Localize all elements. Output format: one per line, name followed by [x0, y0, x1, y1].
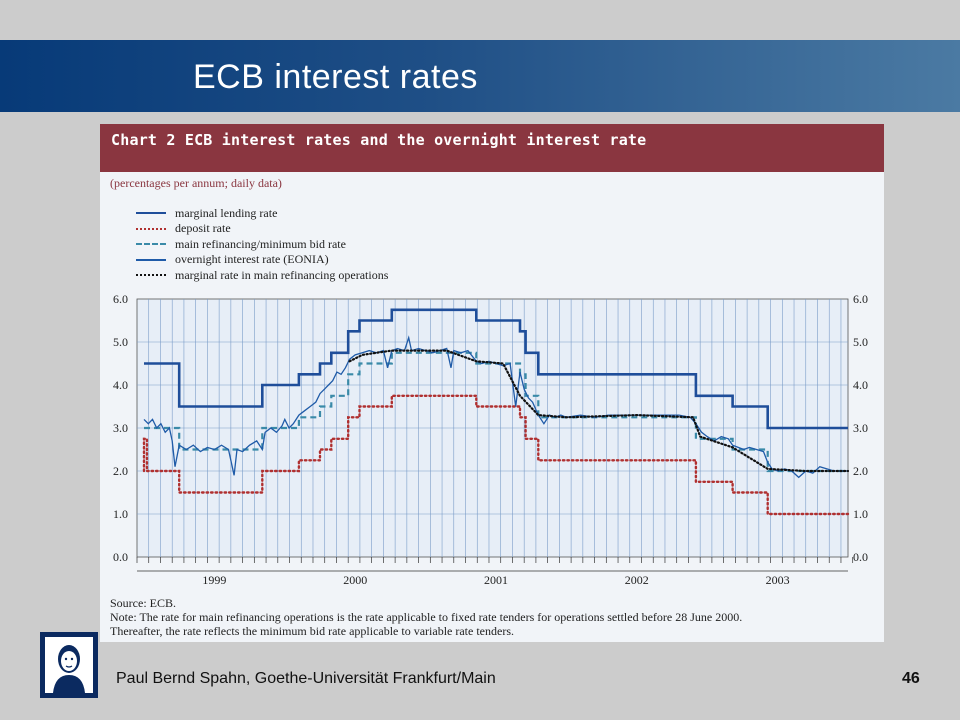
legend-swatch [136, 227, 166, 230]
y-tick-label-right: 1.0 [853, 507, 868, 521]
slide-title: ECB interest rates [193, 58, 478, 96]
y-tick-label-left: 3.0 [113, 421, 128, 435]
chart-figure: Chart 2 ECB interest rates and the overn… [100, 124, 884, 642]
chart-source: Source: ECB. [110, 596, 176, 610]
y-tick-label-left: 6.0 [113, 292, 128, 306]
legend-entry: marginal rate in main refinancing operat… [136, 268, 388, 282]
y-tick-label-left: 1.0 [113, 507, 128, 521]
goethe-portrait-icon [45, 637, 93, 693]
legend-swatch [136, 212, 166, 214]
y-tick-label-right: 3.0 [853, 421, 868, 435]
university-logo [40, 632, 98, 698]
chart-subtitle: (percentages per annum; daily data) [110, 176, 282, 190]
y-tick-label-right: 6.0 [853, 292, 868, 306]
y-tick-label-right: 2.0 [853, 464, 868, 478]
chart-note-line-2: Thereafter, the rate reflects the minimu… [110, 624, 514, 638]
title-band [0, 40, 960, 112]
y-tick-label-left: 4.0 [113, 378, 128, 392]
legend-swatch [136, 243, 166, 245]
legend-label: marginal rate in main refinancing operat… [175, 267, 389, 282]
legend-label: deposit rate [175, 221, 231, 235]
legend-label: marginal lending rate [175, 205, 278, 220]
legend-swatch [136, 258, 166, 261]
legend-entry: main refinancing/minimum bid rate [136, 237, 346, 251]
legend-swatch [136, 274, 166, 276]
series-line-1 [142, 394, 850, 516]
series-line-2 [144, 351, 848, 473]
legend-entry: overnight interest rate (EONIA) [136, 252, 329, 267]
series-line-4 [348, 349, 850, 473]
legend-entry: marginal lending rate [136, 206, 277, 220]
y-tick-label-left: 5.0 [113, 335, 128, 349]
legend-label: overnight interest rate (EONIA) [175, 252, 329, 266]
x-tick-label: 2003 [766, 573, 790, 587]
y-tick-label-right: 5.0 [853, 335, 868, 349]
y-tick-label-left: 0.0 [113, 550, 128, 564]
chart-note-line-1: Note: The rate for main refinancing oper… [110, 610, 743, 624]
chart-title: Chart 2 ECB interest rates and the overn… [111, 131, 647, 149]
x-tick-label: 2000 [343, 573, 367, 587]
y-tick-label-left: 2.0 [113, 464, 128, 478]
x-tick-label: 1999 [202, 573, 226, 587]
y-tick-label-right: 0.0 [853, 550, 868, 564]
page-number: 46 [902, 670, 920, 687]
series-line-0 [144, 308, 848, 430]
footer-author: Paul Bernd Spahn, Goethe-Universität Fra… [116, 670, 496, 687]
chart-header: Chart 2 ECB interest rates and the overn… [100, 124, 884, 172]
y-tick-label-right: 4.0 [853, 378, 868, 392]
legend-label: main refinancing/minimum bid rate [175, 236, 346, 251]
x-tick-label: 2001 [484, 573, 508, 587]
legend-entry: deposit rate [136, 221, 231, 236]
x-tick-label: 2002 [625, 573, 649, 587]
chart-plot: 0.0 0.0 1.0 1.0 2.0 2.0 3.0 3.0 4.0 4.0 5.0 5.0 6.0 6… [113, 292, 868, 587]
